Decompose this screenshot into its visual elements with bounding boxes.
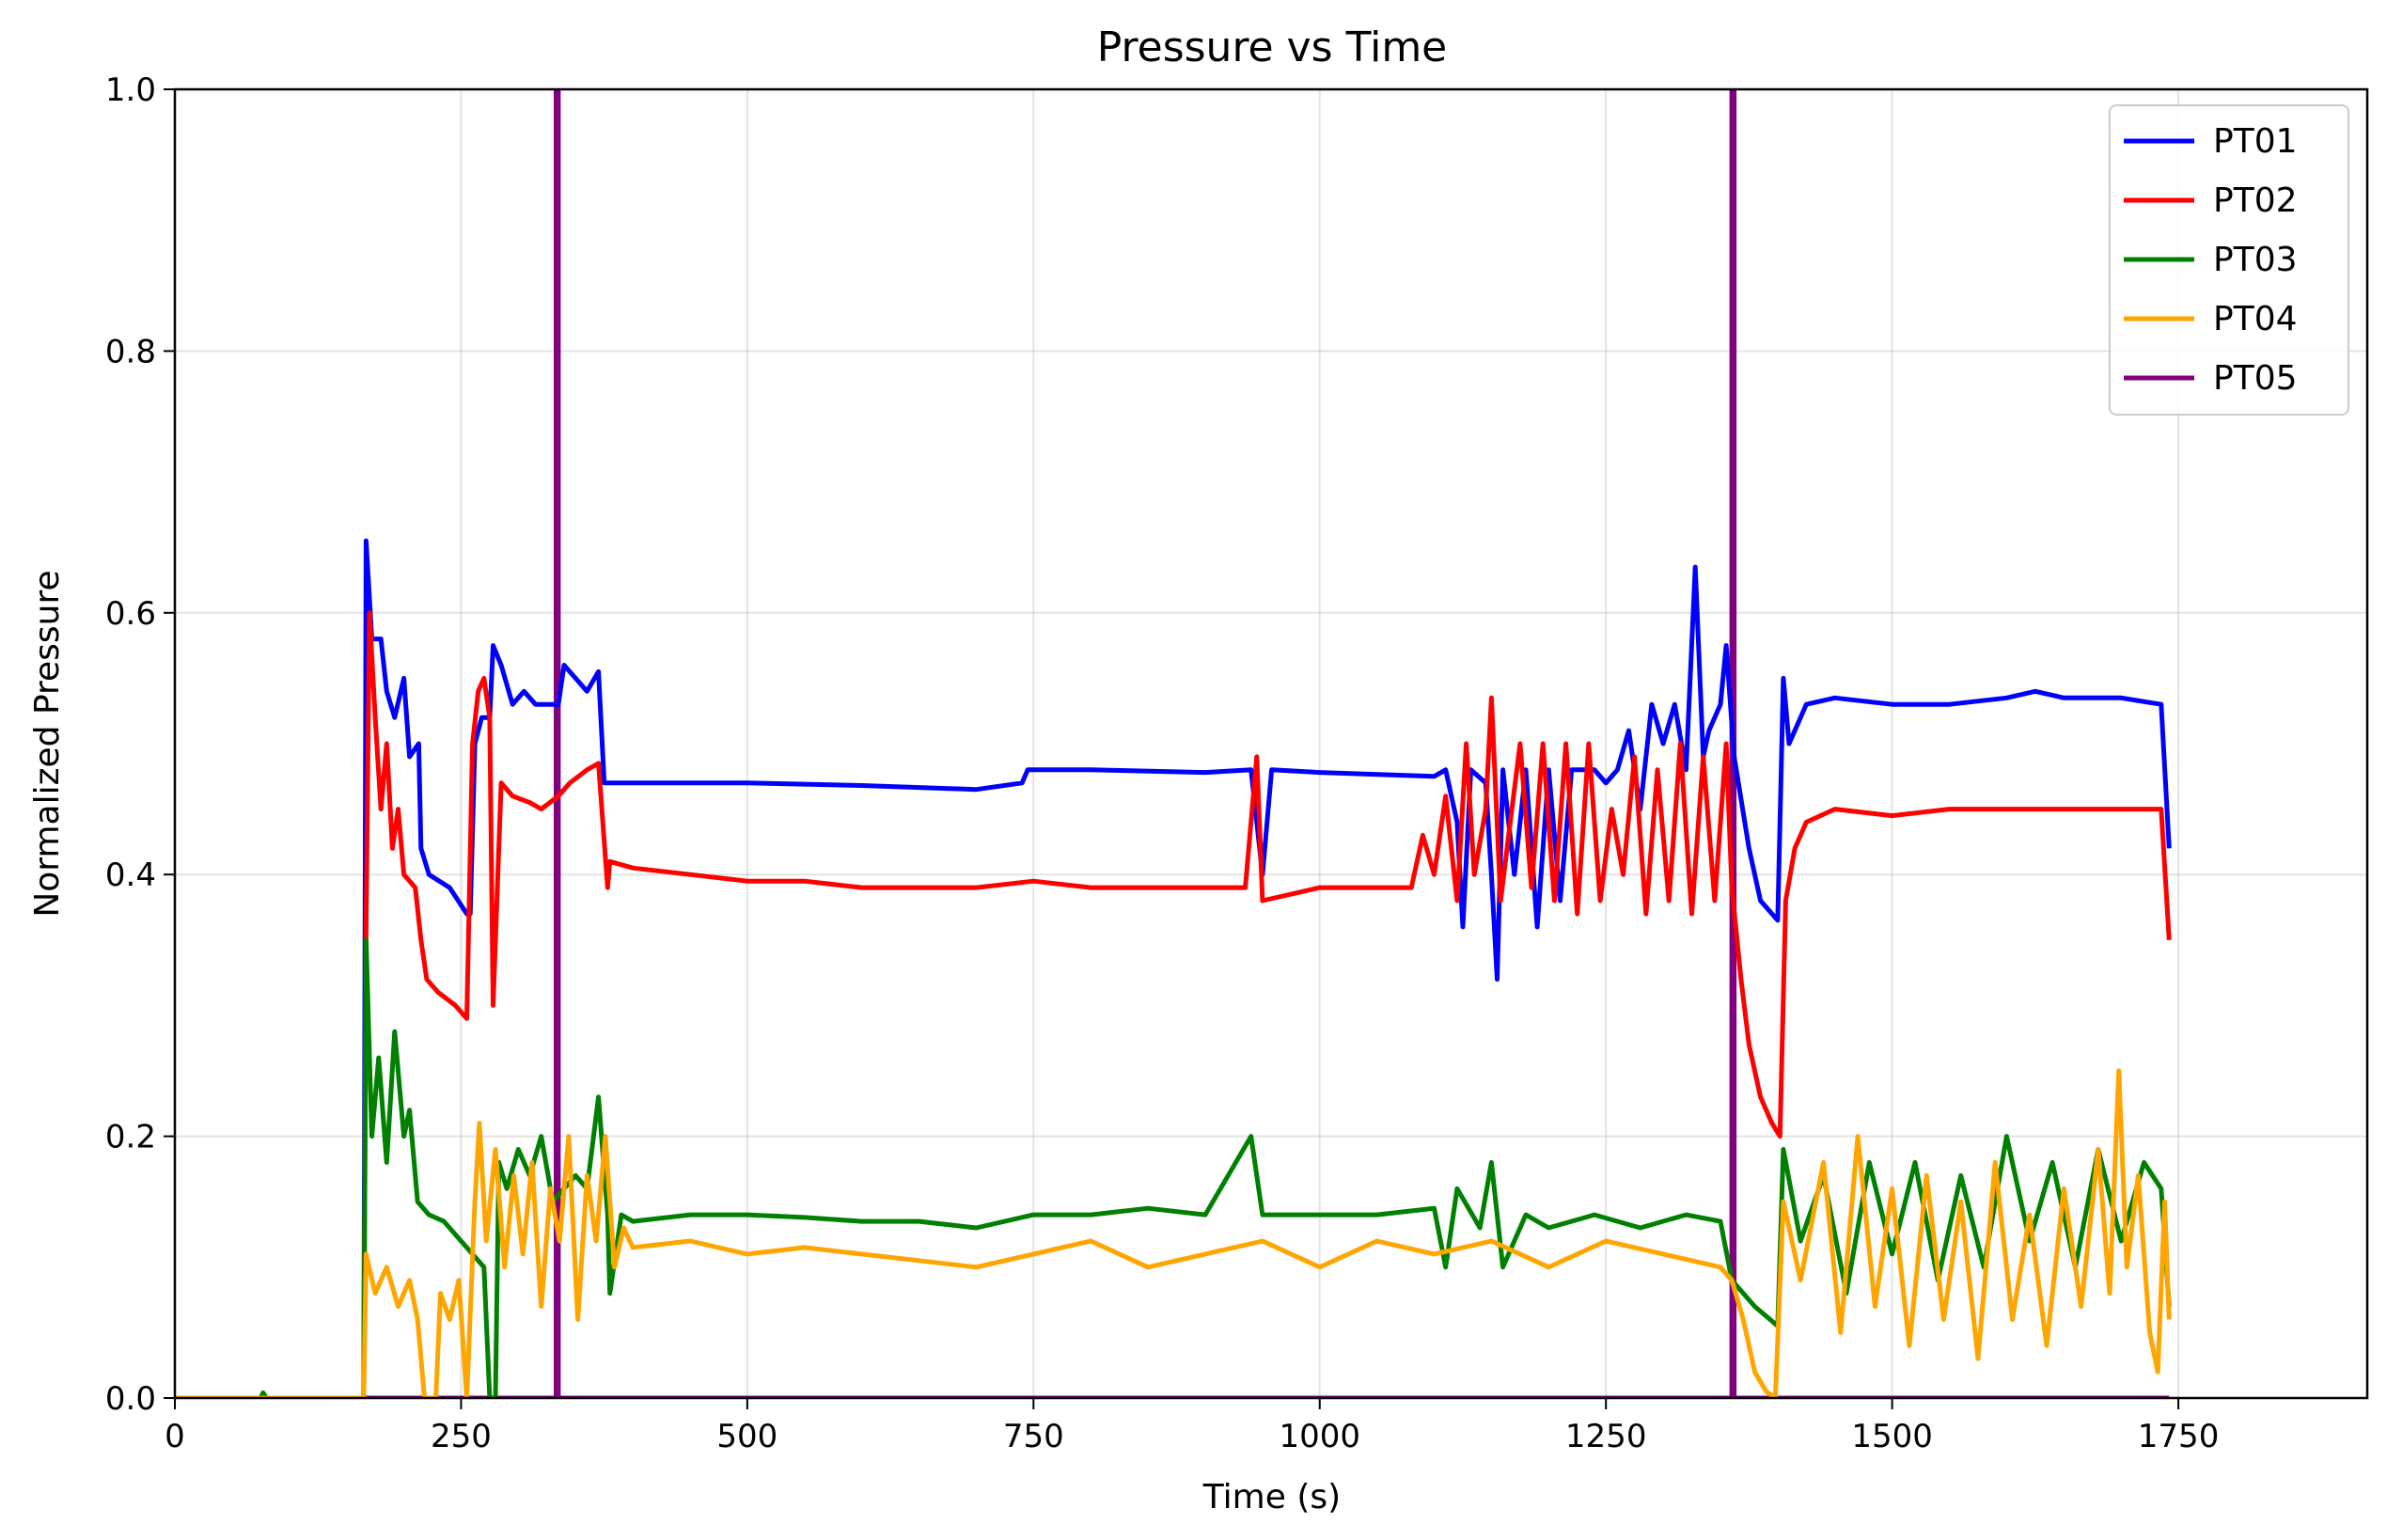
plot-area [175, 89, 2367, 1398]
y-tick-label: 0.0 [105, 1380, 156, 1418]
x-tick-label: 1750 [2138, 1418, 2220, 1455]
legend-label: PT02 [2213, 181, 2298, 220]
y-tick-label: 0.2 [105, 1119, 156, 1156]
plot-frame [173, 87, 2369, 1400]
x-axis-label: Time (s) [1202, 1478, 1341, 1516]
y-tick-label: 0.6 [105, 595, 156, 633]
series-layer [175, 89, 2172, 1398]
legend-label: PT04 [2213, 300, 2298, 338]
x-tick-label: 0 [165, 1418, 185, 1455]
chart-title: Pressure vs Time [1097, 24, 1448, 71]
x-axis: 0 250 500 750 1000 1250 1500 1750 [165, 1398, 2219, 1455]
series-line-pt03 [175, 937, 2172, 1398]
legend: PT01 PT02 PT03 PT04 PT05 [2109, 104, 2349, 416]
x-tick-label: 1250 [1565, 1418, 1647, 1455]
x-tick-label: 1000 [1279, 1418, 1360, 1455]
y-tick-label: 1.0 [105, 71, 156, 109]
series-line-pt04 [175, 1068, 2172, 1398]
series-line-pt02 [175, 610, 2172, 1398]
y-axis: 0.0 0.2 0.4 0.6 0.8 1.0 [105, 71, 175, 1418]
legend-box [2109, 104, 2349, 416]
legend-item-pt04: PT04 [2124, 300, 2298, 338]
legend-item-pt03: PT03 [2124, 241, 2298, 279]
legend-label: PT03 [2213, 241, 2298, 279]
legend-item-pt01: PT01 [2124, 122, 2298, 161]
x-tick-label: 500 [716, 1418, 777, 1455]
x-tick-label: 1500 [1851, 1418, 1933, 1455]
y-axis-label: Normalized Pressure [28, 570, 67, 917]
y-tick-label: 0.4 [105, 856, 156, 894]
legend-item-pt05: PT05 [2124, 359, 2298, 398]
x-tick-label: 250 [431, 1418, 492, 1455]
legend-item-pt02: PT02 [2124, 181, 2298, 220]
legend-label: PT01 [2213, 122, 2298, 161]
x-tick-label: 750 [1003, 1418, 1064, 1455]
legend-label: PT05 [2213, 359, 2298, 398]
y-tick-label: 0.8 [105, 333, 156, 370]
